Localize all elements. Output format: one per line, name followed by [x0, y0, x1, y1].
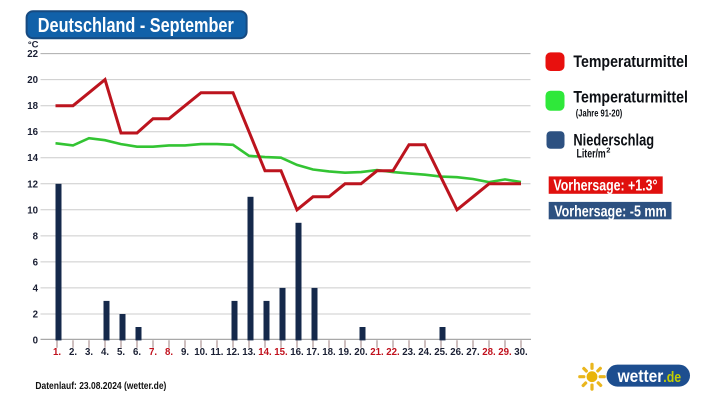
svg-text:2: 2	[606, 145, 610, 154]
svg-text:Datenlauf: 23.08.2024 (wetter.: Datenlauf: 23.08.2024 (wetter.de)	[35, 381, 166, 392]
svg-text:6: 6	[33, 257, 39, 268]
svg-text:2.: 2.	[69, 347, 77, 358]
svg-text:26.: 26.	[450, 347, 464, 358]
svg-text:22: 22	[27, 49, 38, 60]
svg-text:4: 4	[33, 283, 39, 294]
svg-text:12.: 12.	[226, 347, 240, 358]
svg-text:21.: 21.	[370, 347, 384, 358]
svg-text:24.: 24.	[418, 347, 432, 358]
svg-text:Liter/m: Liter/m	[577, 147, 606, 161]
svg-text:6.: 6.	[133, 347, 141, 358]
svg-text:12: 12	[27, 179, 38, 190]
svg-text:30.: 30.	[514, 347, 528, 358]
svg-text:.de: .de	[663, 369, 681, 386]
svg-text:16: 16	[27, 127, 38, 138]
svg-text:25.: 25.	[434, 347, 448, 358]
svg-text:22.: 22.	[386, 347, 400, 358]
svg-text:16.: 16.	[290, 347, 304, 358]
svg-text:1.: 1.	[53, 347, 61, 358]
svg-text:15.: 15.	[274, 347, 288, 358]
svg-text:wetter: wetter	[617, 366, 664, 386]
svg-text:11.: 11.	[211, 347, 224, 358]
svg-text:3.: 3.	[85, 347, 93, 358]
svg-text:4.: 4.	[101, 347, 109, 358]
svg-text:(Jahre 91-20): (Jahre 91-20)	[576, 109, 623, 120]
svg-text:17.: 17.	[306, 347, 320, 358]
svg-text:19.: 19.	[338, 347, 352, 358]
svg-text:Vorhersage: +1.3°: Vorhersage: +1.3°	[553, 178, 657, 195]
svg-text:14.: 14.	[258, 347, 272, 358]
svg-text:Deutschland - September: Deutschland - September	[38, 14, 234, 37]
svg-text:0: 0	[33, 336, 38, 347]
svg-text:Vorhersage: -5 mm: Vorhersage: -5 mm	[554, 203, 667, 220]
svg-text:28.: 28.	[482, 347, 496, 358]
svg-text:18: 18	[27, 101, 38, 112]
svg-text:20: 20	[27, 75, 38, 86]
svg-text:5.: 5.	[117, 347, 125, 358]
svg-text:7.: 7.	[149, 347, 157, 358]
svg-text:13.: 13.	[242, 347, 256, 358]
svg-text:20.: 20.	[354, 347, 368, 358]
svg-text:°C: °C	[28, 40, 39, 51]
svg-text:10: 10	[27, 205, 38, 216]
svg-text:27.: 27.	[466, 347, 480, 358]
svg-text:8: 8	[33, 231, 39, 242]
svg-text:Temperaturmittel: Temperaturmittel	[573, 88, 688, 107]
svg-text:Temperaturmittel: Temperaturmittel	[573, 52, 688, 71]
svg-text:29.: 29.	[498, 347, 512, 358]
svg-text:Niederschlag: Niederschlag	[573, 130, 654, 149]
svg-text:23.: 23.	[402, 347, 416, 358]
svg-text:14: 14	[27, 153, 38, 164]
svg-text:2: 2	[33, 310, 38, 321]
svg-text:18.: 18.	[322, 347, 336, 358]
svg-text:9.: 9.	[181, 347, 189, 358]
svg-text:8.: 8.	[165, 347, 173, 358]
svg-text:10.: 10.	[194, 347, 208, 358]
